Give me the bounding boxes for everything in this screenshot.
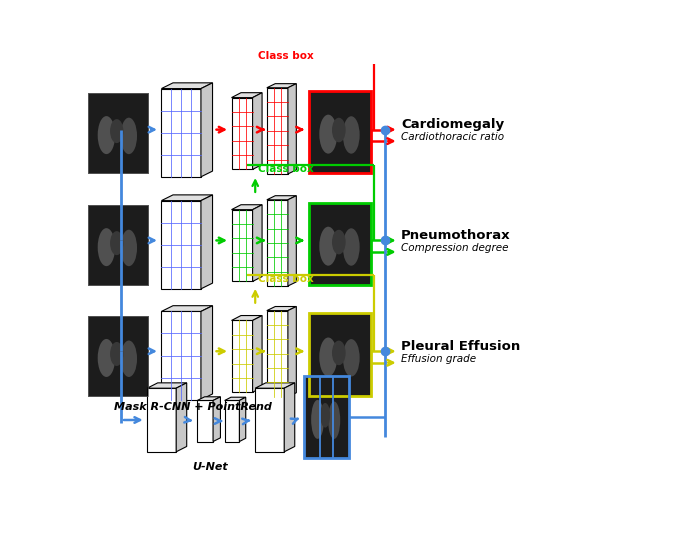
Polygon shape	[147, 388, 176, 452]
Polygon shape	[231, 98, 252, 169]
Text: Mask R-CNN + PointRend: Mask R-CNN + PointRend	[114, 402, 272, 411]
Polygon shape	[201, 306, 213, 400]
Polygon shape	[231, 93, 262, 98]
Polygon shape	[252, 205, 262, 281]
Text: Pleural Effusion: Pleural Effusion	[401, 340, 520, 353]
Polygon shape	[239, 397, 245, 441]
Ellipse shape	[110, 342, 123, 366]
Ellipse shape	[98, 228, 115, 266]
Text: Class box: Class box	[258, 274, 314, 284]
Polygon shape	[284, 383, 294, 452]
Polygon shape	[288, 84, 296, 174]
Ellipse shape	[98, 116, 115, 154]
Polygon shape	[267, 196, 296, 200]
Polygon shape	[267, 306, 296, 311]
Ellipse shape	[110, 119, 123, 143]
Ellipse shape	[320, 227, 337, 265]
Polygon shape	[231, 209, 252, 281]
Ellipse shape	[120, 118, 137, 154]
Text: U-Net: U-Net	[192, 462, 228, 472]
Ellipse shape	[343, 116, 360, 154]
Polygon shape	[213, 397, 220, 441]
Polygon shape	[201, 195, 213, 289]
Bar	[309, 91, 371, 173]
Ellipse shape	[332, 341, 345, 365]
Polygon shape	[161, 88, 201, 177]
Bar	[88, 316, 148, 395]
Polygon shape	[252, 316, 262, 392]
Polygon shape	[161, 195, 213, 200]
Ellipse shape	[343, 339, 360, 376]
Bar	[309, 203, 371, 285]
Bar	[309, 91, 371, 173]
Polygon shape	[224, 400, 239, 441]
Bar	[309, 313, 371, 395]
Polygon shape	[255, 383, 294, 388]
Ellipse shape	[332, 230, 345, 254]
Ellipse shape	[332, 118, 345, 142]
Ellipse shape	[120, 230, 137, 266]
Bar	[304, 376, 348, 458]
Polygon shape	[161, 306, 213, 311]
Polygon shape	[201, 83, 213, 177]
Text: Class box: Class box	[258, 164, 314, 174]
Polygon shape	[197, 400, 213, 441]
Polygon shape	[267, 311, 288, 397]
Ellipse shape	[343, 228, 360, 266]
Ellipse shape	[328, 401, 340, 439]
Polygon shape	[288, 306, 296, 397]
Polygon shape	[267, 88, 288, 174]
Bar	[309, 313, 371, 395]
Text: Cardiothoracic ratio: Cardiothoracic ratio	[401, 132, 505, 142]
Ellipse shape	[320, 337, 337, 376]
Polygon shape	[147, 383, 187, 388]
Text: Compression degree: Compression degree	[401, 243, 509, 253]
Polygon shape	[161, 311, 201, 400]
Text: Cardiomegaly: Cardiomegaly	[401, 118, 505, 131]
Ellipse shape	[320, 403, 330, 427]
Bar	[88, 93, 148, 173]
Ellipse shape	[110, 231, 123, 255]
Polygon shape	[224, 397, 245, 400]
Polygon shape	[161, 200, 201, 289]
Polygon shape	[267, 84, 296, 88]
Ellipse shape	[320, 115, 337, 154]
Bar	[88, 93, 148, 173]
Polygon shape	[231, 320, 252, 392]
Bar	[304, 376, 348, 458]
Bar	[309, 313, 371, 395]
Ellipse shape	[311, 400, 324, 439]
Bar	[88, 205, 148, 285]
Bar	[88, 316, 148, 395]
Bar	[304, 376, 348, 458]
Polygon shape	[197, 397, 220, 400]
Polygon shape	[161, 83, 213, 88]
Bar	[309, 203, 371, 285]
Ellipse shape	[120, 341, 137, 377]
Polygon shape	[231, 316, 262, 320]
Polygon shape	[252, 93, 262, 169]
Polygon shape	[176, 383, 187, 452]
Text: Pneumothorax: Pneumothorax	[401, 229, 511, 242]
Bar	[309, 203, 371, 285]
Polygon shape	[288, 196, 296, 286]
Text: Class box: Class box	[258, 52, 314, 61]
Polygon shape	[255, 388, 284, 452]
Polygon shape	[267, 200, 288, 286]
Ellipse shape	[98, 339, 115, 377]
Bar	[88, 205, 148, 285]
Polygon shape	[231, 205, 262, 209]
Text: Effusion grade: Effusion grade	[401, 353, 476, 364]
Bar	[309, 91, 371, 173]
